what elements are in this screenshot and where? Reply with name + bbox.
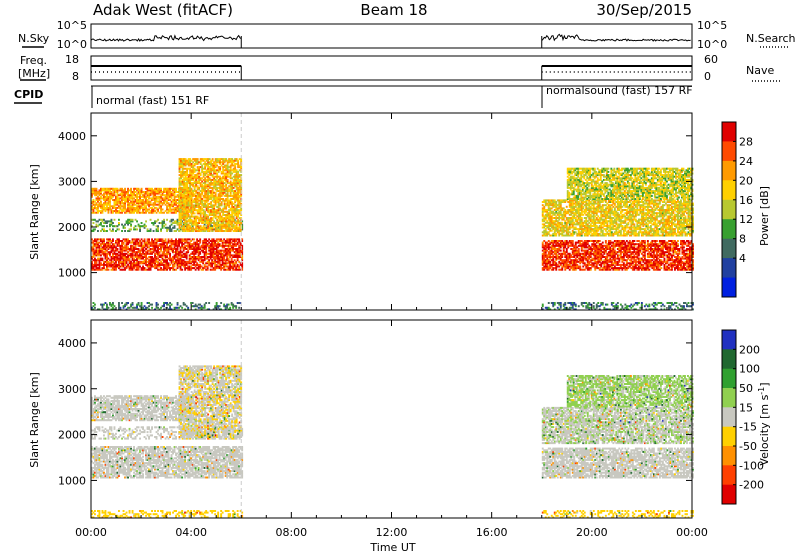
- echo-cell: [240, 222, 242, 224]
- freq-left-tick-low: 8: [72, 70, 79, 83]
- noise-panel-frame: [91, 24, 692, 48]
- echo-cell: [124, 230, 126, 232]
- echo-cell: [579, 266, 581, 268]
- echo-cell: [145, 220, 147, 222]
- echo-cell: [112, 222, 114, 224]
- echo-cell: [94, 228, 96, 230]
- echo-cell: [124, 188, 126, 190]
- echo-cell: [175, 188, 177, 190]
- echo-cell: [114, 219, 116, 221]
- echo-cell: [124, 227, 126, 229]
- echo-cell: [141, 188, 143, 190]
- echo-cell: [165, 224, 167, 226]
- freq-left-tick-high: 18: [65, 53, 79, 66]
- cpid-segment-2: normalsound (fast) 157 RF: [546, 84, 693, 97]
- noise-sky-line: [91, 36, 241, 41]
- echo-cell: [181, 269, 183, 271]
- nave-label: Nave: [746, 64, 774, 77]
- echo-cell: [118, 222, 120, 224]
- echo-cell: [118, 228, 120, 230]
- echo-cell: [130, 188, 132, 190]
- freq-right-tick-low: 0: [704, 70, 711, 83]
- echo-cell: [157, 225, 159, 227]
- noise-trace: [91, 34, 692, 48]
- echo-cell: [174, 225, 176, 227]
- echo-cell: [103, 225, 105, 227]
- echo-cell: [145, 225, 147, 227]
- echo-cell: [132, 219, 134, 221]
- echo-cell: [106, 225, 108, 227]
- echo-cell: [117, 248, 119, 250]
- echo-cell: [179, 230, 181, 232]
- echo-cell: [162, 209, 164, 211]
- freq-right-tick-high: 60: [704, 53, 718, 66]
- echo-cell: [108, 269, 110, 271]
- noise-right-tick-high: 10^5: [697, 19, 727, 32]
- freq-trace: [91, 66, 692, 80]
- beam-title: Beam 18: [360, 1, 427, 19]
- echo-cell: [93, 222, 95, 224]
- echo-cell: [157, 219, 159, 221]
- echo-cell: [153, 230, 155, 232]
- echo-cell: [169, 253, 171, 255]
- echo-cell: [160, 188, 162, 190]
- power-echoes: [91, 113, 694, 310]
- echo-cell: [602, 242, 604, 244]
- echo-cell: [227, 179, 229, 181]
- echo-cell: [578, 248, 580, 250]
- echo-cell: [199, 238, 201, 240]
- noise-right-tick-low: 10^0: [697, 38, 727, 51]
- echo-cell: [103, 238, 105, 240]
- nsky-label: N.Sky: [18, 32, 50, 45]
- noise-sky-line: [542, 34, 691, 41]
- echo-cell: [130, 228, 132, 230]
- echo-cell: [163, 219, 165, 221]
- echo-cell: [111, 219, 113, 221]
- echo-cell: [97, 230, 99, 232]
- echo-cell: [166, 219, 168, 221]
- freq-label-line1: Freq.: [20, 54, 47, 67]
- noise-left-tick-low: 10^0: [57, 38, 87, 51]
- noise-left-tick-high: 10^5: [57, 19, 87, 32]
- cpid-segment-1: normal (fast) 151 RF: [96, 94, 209, 107]
- echo-cell: [560, 250, 562, 252]
- echo-cell: [572, 240, 574, 242]
- echo-cell: [136, 220, 138, 222]
- echo-cell: [238, 238, 240, 240]
- date-title: 30/Sep/2015: [596, 1, 692, 19]
- echo-cell: [148, 238, 150, 240]
- echo-cell: [141, 222, 143, 224]
- nsearch-label: N.Search: [746, 32, 796, 45]
- echo-cell: [193, 238, 195, 240]
- site-title: Adak West (fitACF): [93, 1, 233, 19]
- echo-cell: [118, 219, 120, 221]
- echo-cell: [136, 228, 138, 230]
- echo-cell: [135, 225, 137, 227]
- echo-cell: [106, 230, 108, 232]
- echo-cell: [150, 219, 152, 221]
- echo-cell: [96, 188, 98, 190]
- freq-panel-frame: [91, 56, 692, 80]
- echo-cell: [197, 158, 199, 160]
- echo-cell: [112, 238, 114, 240]
- echo-cell: [240, 174, 242, 176]
- echo-cell: [144, 238, 146, 240]
- echo-cell: [605, 240, 607, 242]
- echo-cell: [150, 228, 152, 230]
- echo-cell: [102, 258, 104, 260]
- freq-label-line2: [MHz]: [18, 67, 50, 80]
- echo-cell: [222, 230, 224, 232]
- echo-cell: [194, 212, 196, 214]
- echo-cell: [212, 158, 214, 160]
- echo-cell: [112, 228, 114, 230]
- echo-cell: [100, 201, 102, 203]
- echo-cell: [121, 230, 123, 232]
- echo-cell: [165, 238, 167, 240]
- echo-cell: [599, 240, 601, 242]
- echo-cell: [130, 224, 132, 226]
- cpid-label: CPID: [14, 88, 43, 101]
